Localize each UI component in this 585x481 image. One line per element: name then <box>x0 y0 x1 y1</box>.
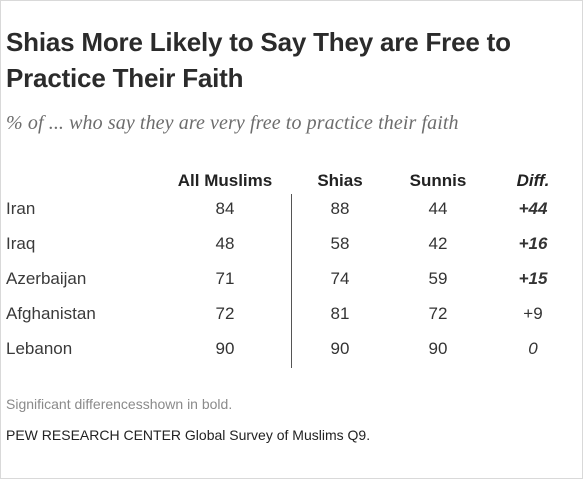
table-row: Lebanon 90 90 90 0 <box>0 334 585 364</box>
column-header-shias: Shias <box>317 171 363 190</box>
column-header-sunnis: Sunnis <box>409 171 467 190</box>
row-country-label: Lebanon <box>6 339 73 358</box>
all-muslims-value: 84 <box>215 199 235 218</box>
chart-subtitle: % of ... who say they are very free to p… <box>6 112 459 134</box>
diff-value: +9 <box>523 304 543 323</box>
all-muslims-value: 72 <box>215 304 235 323</box>
sunnis-value: 59 <box>428 269 448 288</box>
shias-value: 81 <box>330 304 350 323</box>
row-country-label: Azerbaijan <box>6 269 87 288</box>
sunnis-value: 44 <box>428 199 448 218</box>
all-muslims-value: 90 <box>215 339 235 358</box>
table-row: Azerbaijan 71 74 59 +15 <box>0 264 585 294</box>
table-row: Afghanistan 72 81 72 +9 <box>0 299 585 329</box>
footnote: Significant differencesshown in bold. <box>6 396 233 412</box>
column-header-diff: Diff. <box>516 171 550 190</box>
chart-title: Shias More Likely to Say They are Free t… <box>6 27 511 93</box>
sunnis-value: 72 <box>428 304 448 323</box>
shias-value: 58 <box>330 234 350 253</box>
diff-value: +16 <box>518 234 548 253</box>
table-header-row: All Muslims Shias Sunnis Diff. <box>0 166 585 196</box>
diff-value: 0 <box>528 339 538 358</box>
all-muslims-value: 71 <box>215 269 235 288</box>
shias-value: 90 <box>330 339 350 358</box>
diff-value: +15 <box>518 269 548 288</box>
table-row: Iraq 48 58 42 +16 <box>0 229 585 259</box>
row-country-label: Afghanistan <box>6 304 96 323</box>
row-country-label: Iran <box>6 199 36 218</box>
diff-value: +44 <box>518 199 548 218</box>
all-muslims-value: 48 <box>215 234 235 253</box>
column-header-all-muslims: All Muslims <box>177 171 273 190</box>
shias-value: 74 <box>330 269 350 288</box>
row-country-label: Iraq <box>6 234 36 253</box>
table-row: Iran 84 88 44 +44 <box>0 194 585 224</box>
sunnis-value: 42 <box>428 234 448 253</box>
column-divider-line <box>291 194 292 368</box>
sunnis-value: 90 <box>428 339 448 358</box>
shias-value: 88 <box>330 199 350 218</box>
source-line: PEW RESEARCH CENTER Global Survey of Mus… <box>6 427 371 443</box>
